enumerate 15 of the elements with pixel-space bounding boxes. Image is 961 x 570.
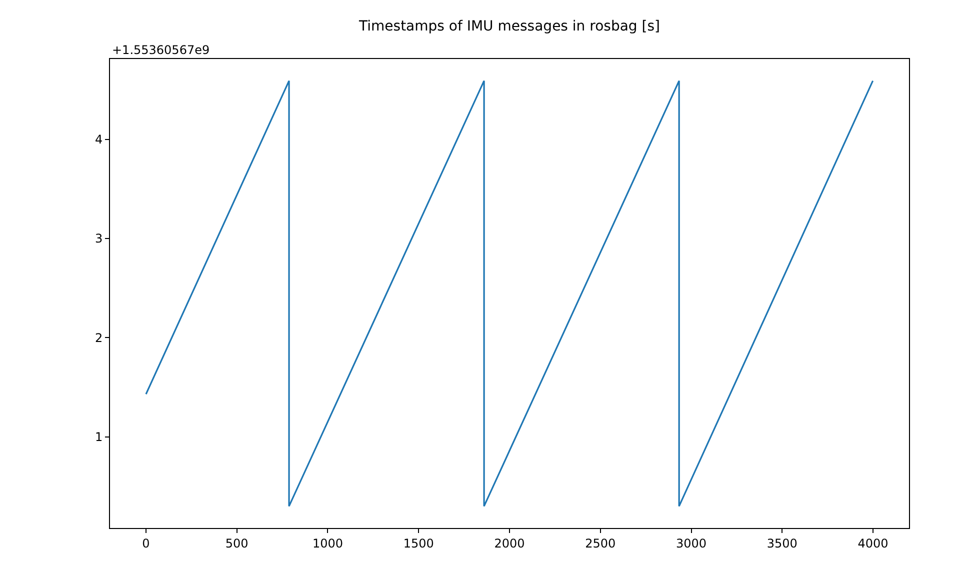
x-tick-label: 4000 <box>858 536 888 550</box>
x-tick-label: 3500 <box>766 536 798 550</box>
y-tick-label: 2 <box>94 330 103 345</box>
y-tick-label: 1 <box>94 430 103 444</box>
x-tick-label: 2000 <box>494 536 525 550</box>
y-tick-label: 4 <box>94 132 103 147</box>
text: +1.55360567e9 <box>112 43 210 57</box>
x-tick-label: 500 <box>225 536 248 550</box>
x-tick-label: 2500 <box>585 536 616 550</box>
x-tick-label: 0 <box>142 536 150 550</box>
y-tick-label: 3 <box>94 232 103 246</box>
x-tick-label: 1000 <box>312 536 344 550</box>
x-tick-label: 1500 <box>403 536 434 550</box>
x-tick-label: 3000 <box>676 536 707 550</box>
chart-title: Timestamps of IMU messages in rosbag [s] <box>358 18 660 35</box>
